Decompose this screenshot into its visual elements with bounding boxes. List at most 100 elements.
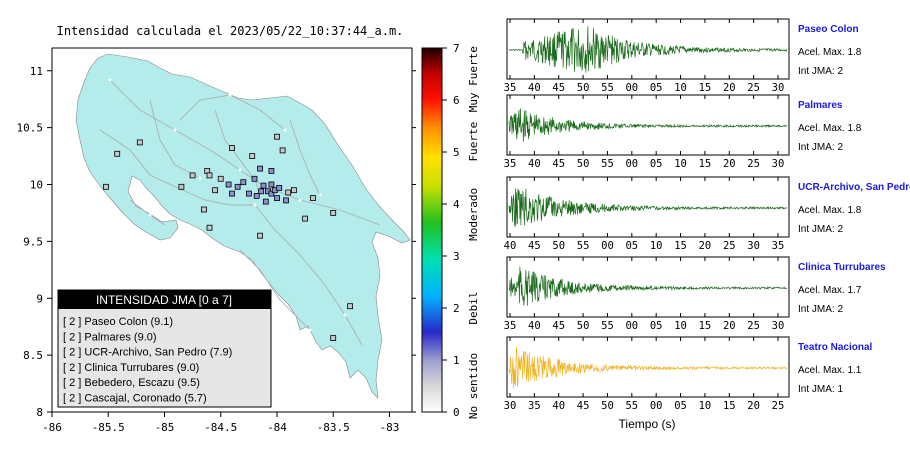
station-marker (268, 190, 275, 197)
town-marker (253, 203, 257, 207)
seismogram-tick-label: 00 (625, 82, 638, 94)
station-marker (257, 165, 264, 172)
colorbar-category-label: Fuerte (467, 122, 480, 162)
seismogram-tick-label: 10 (674, 320, 687, 332)
station-marker (268, 167, 275, 174)
legend-title: INTENSIDAD JMA [0 a 7] (96, 293, 232, 307)
seismogram-panel: 30 35 40 45 50 55 00 05 10 15 20 25 Teatro Nacional A… (504, 336, 872, 412)
colorbar-tick-label: 3 (453, 250, 460, 263)
seismogram-tick-label: 55 (577, 240, 590, 252)
seismogram-tick-label: 55 (601, 320, 614, 332)
waveform-trace (508, 108, 788, 142)
station-marker (249, 153, 256, 160)
town-marker (173, 128, 177, 132)
station-name: Clinica Turrubares (798, 262, 886, 273)
seismogram-tick-label: 10 (674, 82, 687, 94)
seismogram-tick-label: 10 (650, 240, 663, 252)
town-marker (318, 193, 322, 197)
seismogram-tick-label: 05 (650, 82, 663, 94)
town-marker (148, 213, 152, 217)
seismogram-tick-label: 30 (772, 320, 785, 332)
x-tick-label: -83 (380, 421, 400, 434)
seismogram-tick-label: 25 (723, 240, 736, 252)
road-line (254, 204, 363, 346)
seismogram-tick-label: 00 (625, 158, 638, 170)
seismogram-tick-label: 45 (577, 400, 590, 412)
colorbar-scale (421, 47, 443, 413)
road-line (214, 109, 261, 196)
waveform-trace (509, 26, 788, 73)
y-tick-label: 10.5 (17, 122, 44, 135)
seismogram-tick-label: 20 (723, 158, 736, 170)
legend-header (58, 290, 271, 309)
station-marker (251, 175, 258, 182)
station-marker (285, 189, 292, 196)
x-tick-label: -86 (42, 421, 62, 434)
seismogram-tick-label: 00 (601, 240, 614, 252)
station-marker (189, 172, 196, 179)
colorbar-ticks: 0 1 2 3 4 5 6 7 (442, 42, 460, 419)
time-axis-label: Tiempo (s) (619, 417, 676, 431)
seismogram-tick-label: 25 (747, 158, 760, 170)
station-marker (217, 175, 224, 182)
y-tick-label: 10 (30, 179, 43, 192)
seismogram-panel: 40 45 50 55 00 05 10 15 20 25 30 35 UCR-Archivo, San… (504, 176, 910, 252)
station-marker (258, 188, 265, 195)
legend-box (57, 289, 272, 408)
town-marker (198, 176, 202, 180)
seismogram-tick-label: 20 (699, 240, 712, 252)
seismogram-tick-label: 35 (772, 240, 785, 252)
station-marker (200, 206, 207, 213)
map-frame (51, 47, 413, 413)
seismogram-tick-label: 55 (601, 82, 614, 94)
seismogram-tick-label: 15 (674, 240, 687, 252)
road-line (149, 99, 201, 179)
seismogram-tick-label: 25 (747, 320, 760, 332)
seismogram-tick-label: 40 (528, 320, 541, 332)
seismogram-tick-label: 05 (650, 158, 663, 170)
legend-item: [ 2 ] UCR-Archivo, San Pedro (7.9) (63, 347, 232, 359)
station-int-jma: Int JMA: 2 (798, 224, 843, 235)
station-marker (310, 195, 316, 202)
seismogram-tick-label: 30 (504, 400, 517, 412)
seismogram-tick-label: 15 (699, 82, 712, 94)
costa-rica-land (75, 53, 411, 399)
seismogram-tick-label: 40 (528, 82, 541, 94)
town-marker (238, 168, 242, 172)
seismogram-tick-label: 15 (699, 320, 712, 332)
town-marker (343, 313, 347, 317)
seismogram-tick-label: 50 (577, 158, 590, 170)
station-marker (245, 190, 252, 197)
station-marker (234, 183, 241, 190)
seismograms: 35 40 45 50 55 00 05 10 15 20 25 30 Paseo Colon Acel.… (504, 18, 910, 412)
colorbar-tick-label: 4 (453, 198, 460, 211)
station-marker (268, 181, 275, 188)
seismogram-tick-label: 00 (650, 400, 663, 412)
x-tick-label: -83.5 (317, 421, 350, 434)
station-int-jma: Int JMA: 1 (798, 384, 843, 395)
station-int-jma: Int JMA: 2 (798, 66, 843, 77)
seismogram-tick-label: 05 (674, 400, 687, 412)
station-marker (103, 183, 109, 190)
legend-items: [ 2 ] Paseo Colon (9.1) [ 2 ] Palmares (9… (63, 316, 232, 405)
station-marker (229, 145, 235, 152)
station-marker (302, 215, 309, 222)
seismogram-tick-label: 10 (674, 158, 687, 170)
seismogram-frame (506, 256, 790, 318)
seismogram-tick-label: 55 (601, 158, 614, 170)
seismogram-tick-label: 25 (747, 82, 760, 94)
station-acel-max: Acel. Max. 1.8 (798, 205, 862, 216)
seismogram-tick-label: 55 (625, 400, 638, 412)
seismogram-tick-label: 15 (723, 400, 736, 412)
station-int-jma: Int JMA: 2 (798, 304, 843, 315)
colorbar-tick-label: 6 (453, 94, 460, 107)
stations-layer (103, 133, 354, 342)
seismogram-panel: 35 40 45 50 55 00 05 10 15 20 25 30 Paseo Colon Acel.… (504, 18, 862, 94)
legend-item: [ 2 ] Bebedero, Escazu (9.5) (63, 377, 200, 389)
station-marker (260, 182, 267, 189)
station-marker (274, 195, 280, 202)
x-tick-label: -84 (267, 421, 287, 434)
seismogram-tick-label: 50 (577, 82, 590, 94)
seismogram-tick-label: 45 (552, 82, 565, 94)
